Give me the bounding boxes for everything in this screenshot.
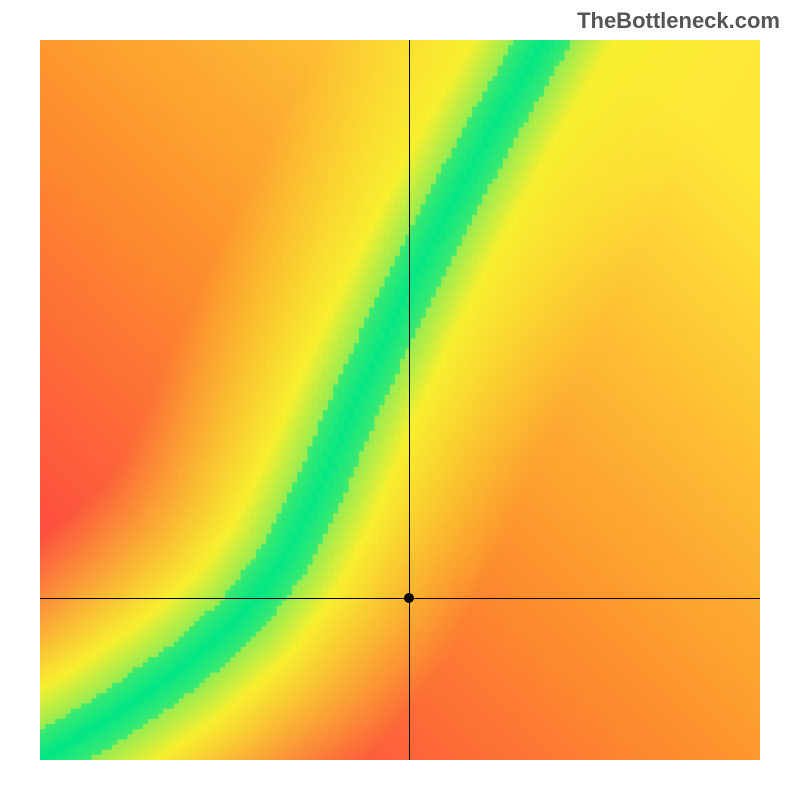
marker-dot	[404, 593, 414, 603]
heatmap-canvas	[40, 40, 760, 760]
crosshair-horizontal	[40, 598, 760, 599]
watermark-text: TheBottleneck.com	[577, 8, 780, 34]
crosshair-vertical	[409, 40, 410, 760]
heatmap-chart	[40, 40, 760, 760]
